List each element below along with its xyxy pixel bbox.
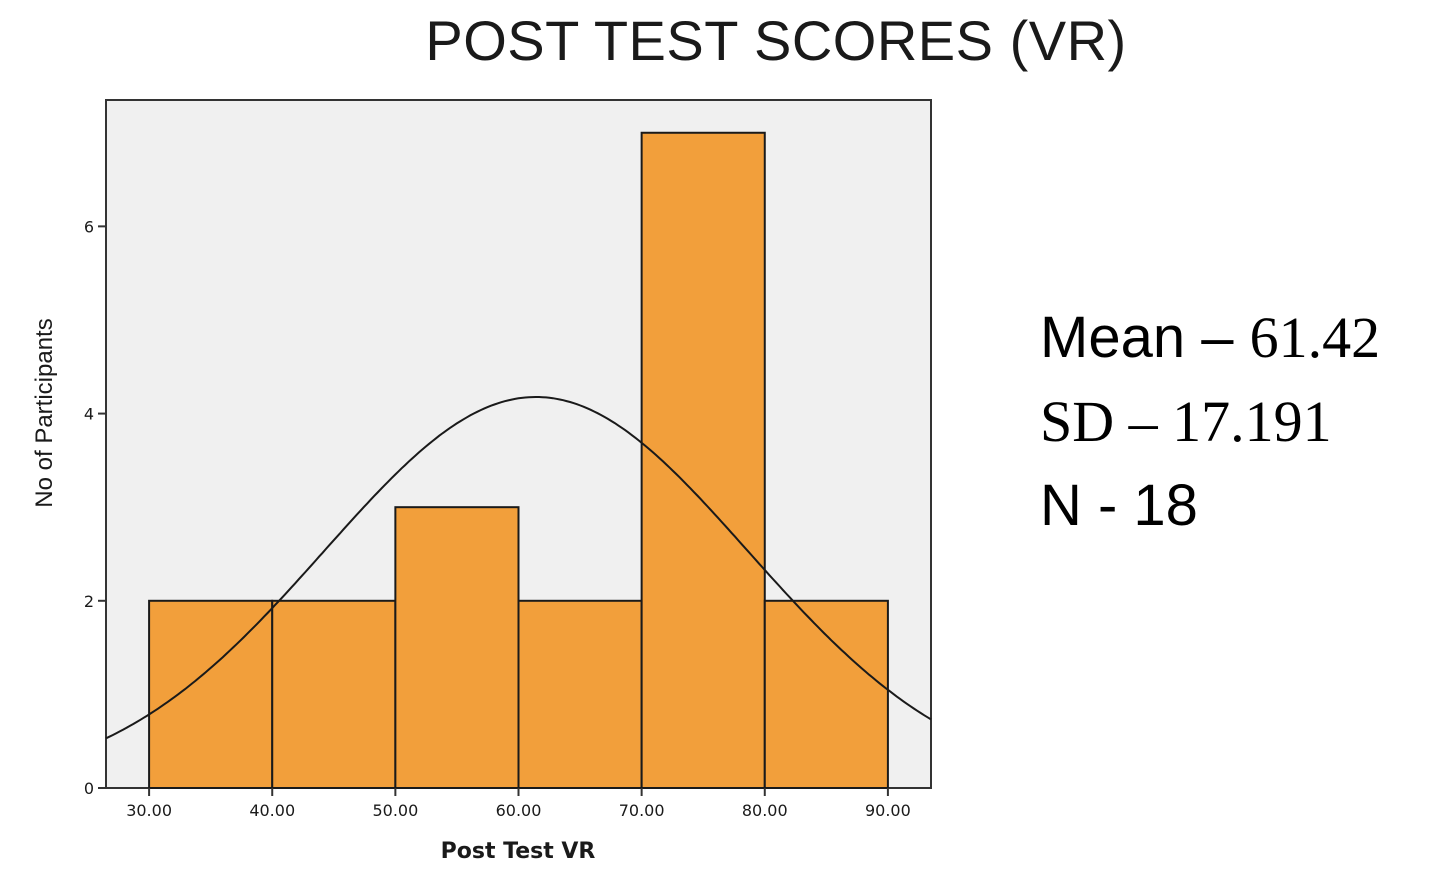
histogram-bar-5 (640, 131, 766, 790)
histogram-bar-2 (271, 599, 397, 790)
x-tick-label: 30.00 (126, 801, 172, 820)
x-tick-label: 90.00 (865, 801, 911, 820)
x-tick-label: 80.00 (742, 801, 788, 820)
histogram-svg: 30.00 40.00 50.00 60.00 70.00 80.00 90.000246 … (31, 99, 932, 864)
y-tick-label: 6 (84, 217, 94, 236)
histogram-bar-6 (763, 599, 889, 790)
histogram-chart: 30.00 40.00 50.00 60.00 70.00 80.00 90.00 0 2 4 6 … (0, 80, 1000, 872)
mean-stat: Mean – 61.42 (1040, 296, 1380, 380)
sd-stat: SD – 17.191 (1040, 389, 1332, 454)
y-tick-label: 4 (84, 405, 94, 424)
x-tick-label: 60.00 (496, 801, 542, 820)
y-tick-label: 0 (84, 779, 94, 798)
histogram-bar-3 (394, 506, 520, 789)
n-stat: N - 18 (1040, 473, 1198, 538)
histogram-bar-1 (148, 599, 274, 790)
mean-label: Mean – (1040, 305, 1250, 370)
slide-title: POST TEST SCORES (VR) (425, 9, 1127, 72)
axes-layer: 30.00 40.00 50.00 60.00 70.00 80.00 90.00 0 2 4 6 (84, 217, 911, 820)
curve-layer (105, 396, 932, 740)
mean-value: 61.42 (1249, 305, 1381, 370)
x-tick-label: 70.00 (619, 801, 665, 820)
x-tick-label: 40.00 (249, 801, 295, 820)
histogram-bar-4 (517, 599, 643, 790)
x-axis-label: Post Test VR (441, 839, 596, 864)
x-tick-label: 50.00 (372, 801, 418, 820)
summary-stats: Mean – 61.42 SD – 17.191 N - 18 (1040, 296, 1380, 548)
normal-curve (105, 396, 932, 740)
y-tick-label: 2 (84, 592, 94, 611)
y-axis-label: No of Participants (31, 318, 58, 507)
bars-layer (148, 131, 889, 790)
